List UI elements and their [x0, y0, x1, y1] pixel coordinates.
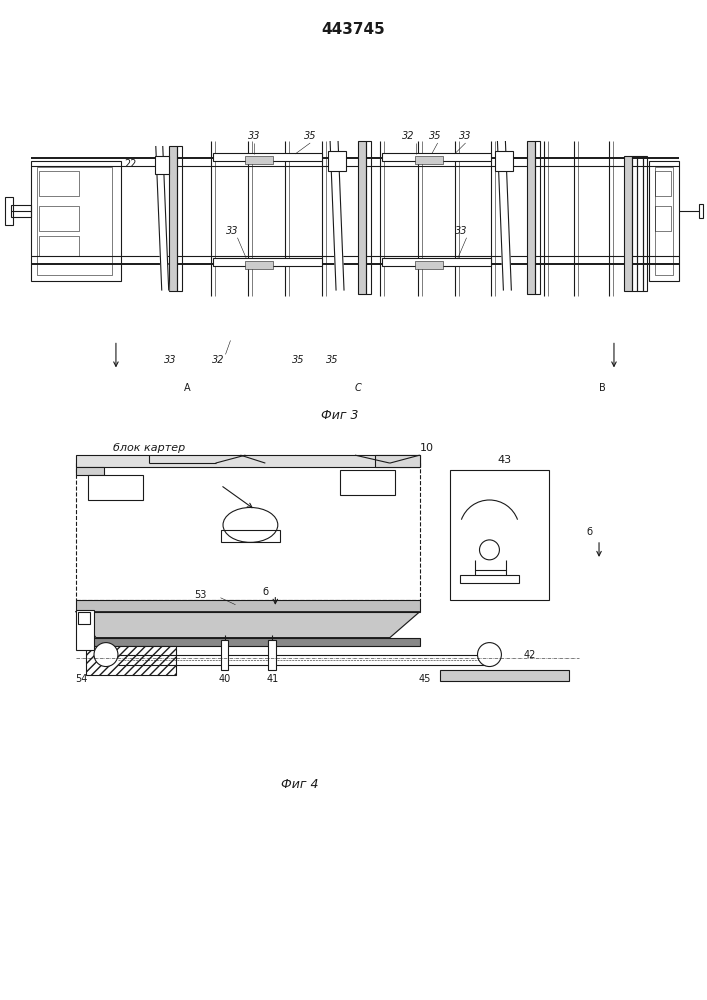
Text: 443745: 443745 [321, 22, 385, 37]
Circle shape [477, 643, 501, 667]
Text: 43: 43 [497, 455, 511, 465]
Bar [655, 206, 671, 231]
Bar [40, 206, 79, 231]
Bar [76, 600, 420, 612]
Bar [213, 258, 322, 266]
Bar [221, 530, 280, 542]
Polygon shape [76, 612, 420, 638]
Bar [269, 640, 276, 670]
Bar [40, 171, 79, 196]
Text: 53: 53 [194, 590, 206, 600]
Bar [358, 141, 366, 294]
Bar [76, 610, 94, 650]
Circle shape [94, 643, 118, 667]
Text: 35: 35 [429, 131, 442, 141]
Bar [535, 141, 540, 294]
Polygon shape [86, 646, 176, 675]
Bar [527, 141, 535, 294]
Bar [11, 205, 31, 217]
Bar [37, 167, 112, 275]
Bar [78, 612, 90, 624]
Bar [382, 258, 491, 266]
Text: 35: 35 [304, 131, 317, 141]
Text: C: C [355, 383, 362, 393]
Bar [643, 156, 647, 291]
Bar [76, 463, 420, 600]
Bar [88, 475, 143, 500]
Bar [450, 470, 549, 600]
Text: 33: 33 [455, 226, 468, 236]
Bar [213, 153, 322, 161]
Text: 32: 32 [212, 355, 225, 365]
Bar [86, 638, 420, 646]
Bar [245, 261, 274, 269]
Bar [31, 161, 121, 281]
Bar [169, 146, 177, 291]
Bar [340, 470, 395, 495]
Text: 33: 33 [460, 131, 472, 141]
Text: 54: 54 [75, 675, 87, 685]
Text: 40: 40 [218, 675, 230, 685]
Bar [245, 156, 274, 164]
Text: A: A [184, 383, 190, 393]
Bar [624, 156, 632, 291]
Text: B: B [599, 383, 606, 393]
Text: 42: 42 [523, 650, 535, 660]
Polygon shape [156, 146, 169, 291]
Bar [632, 156, 637, 291]
Text: 33: 33 [226, 226, 239, 236]
Text: блок картер: блок картер [112, 443, 185, 453]
Text: 35: 35 [326, 355, 339, 365]
Bar [366, 141, 371, 294]
Bar [415, 156, 443, 164]
Text: 45: 45 [419, 675, 431, 685]
Bar [155, 156, 169, 174]
Text: 10: 10 [420, 443, 433, 453]
Bar [440, 670, 569, 681]
Text: 32: 32 [402, 131, 414, 141]
Bar [76, 455, 420, 467]
Text: 22: 22 [124, 159, 137, 169]
Text: Фиг 4: Фиг 4 [281, 778, 319, 791]
Bar [655, 167, 673, 275]
Bar [382, 153, 491, 161]
Polygon shape [330, 141, 344, 291]
Text: 33: 33 [248, 131, 261, 141]
Bar [375, 455, 420, 467]
Polygon shape [498, 141, 511, 291]
Bar [637, 156, 643, 291]
Text: б: б [586, 527, 592, 537]
Bar [699, 204, 703, 218]
Text: б: б [262, 587, 269, 597]
Bar [328, 151, 346, 171]
Bar [496, 151, 513, 171]
Bar [221, 640, 228, 670]
Text: 41: 41 [267, 675, 279, 685]
Text: 33: 33 [165, 355, 177, 365]
Bar [649, 161, 679, 281]
Text: Фиг 3: Фиг 3 [321, 409, 359, 422]
Bar [460, 575, 520, 583]
Bar [40, 236, 79, 256]
Bar [76, 467, 104, 475]
Bar [177, 146, 182, 291]
Text: 35: 35 [292, 355, 305, 365]
Bar [6, 197, 13, 225]
Bar [655, 171, 671, 196]
Circle shape [479, 540, 499, 560]
Bar [415, 261, 443, 269]
